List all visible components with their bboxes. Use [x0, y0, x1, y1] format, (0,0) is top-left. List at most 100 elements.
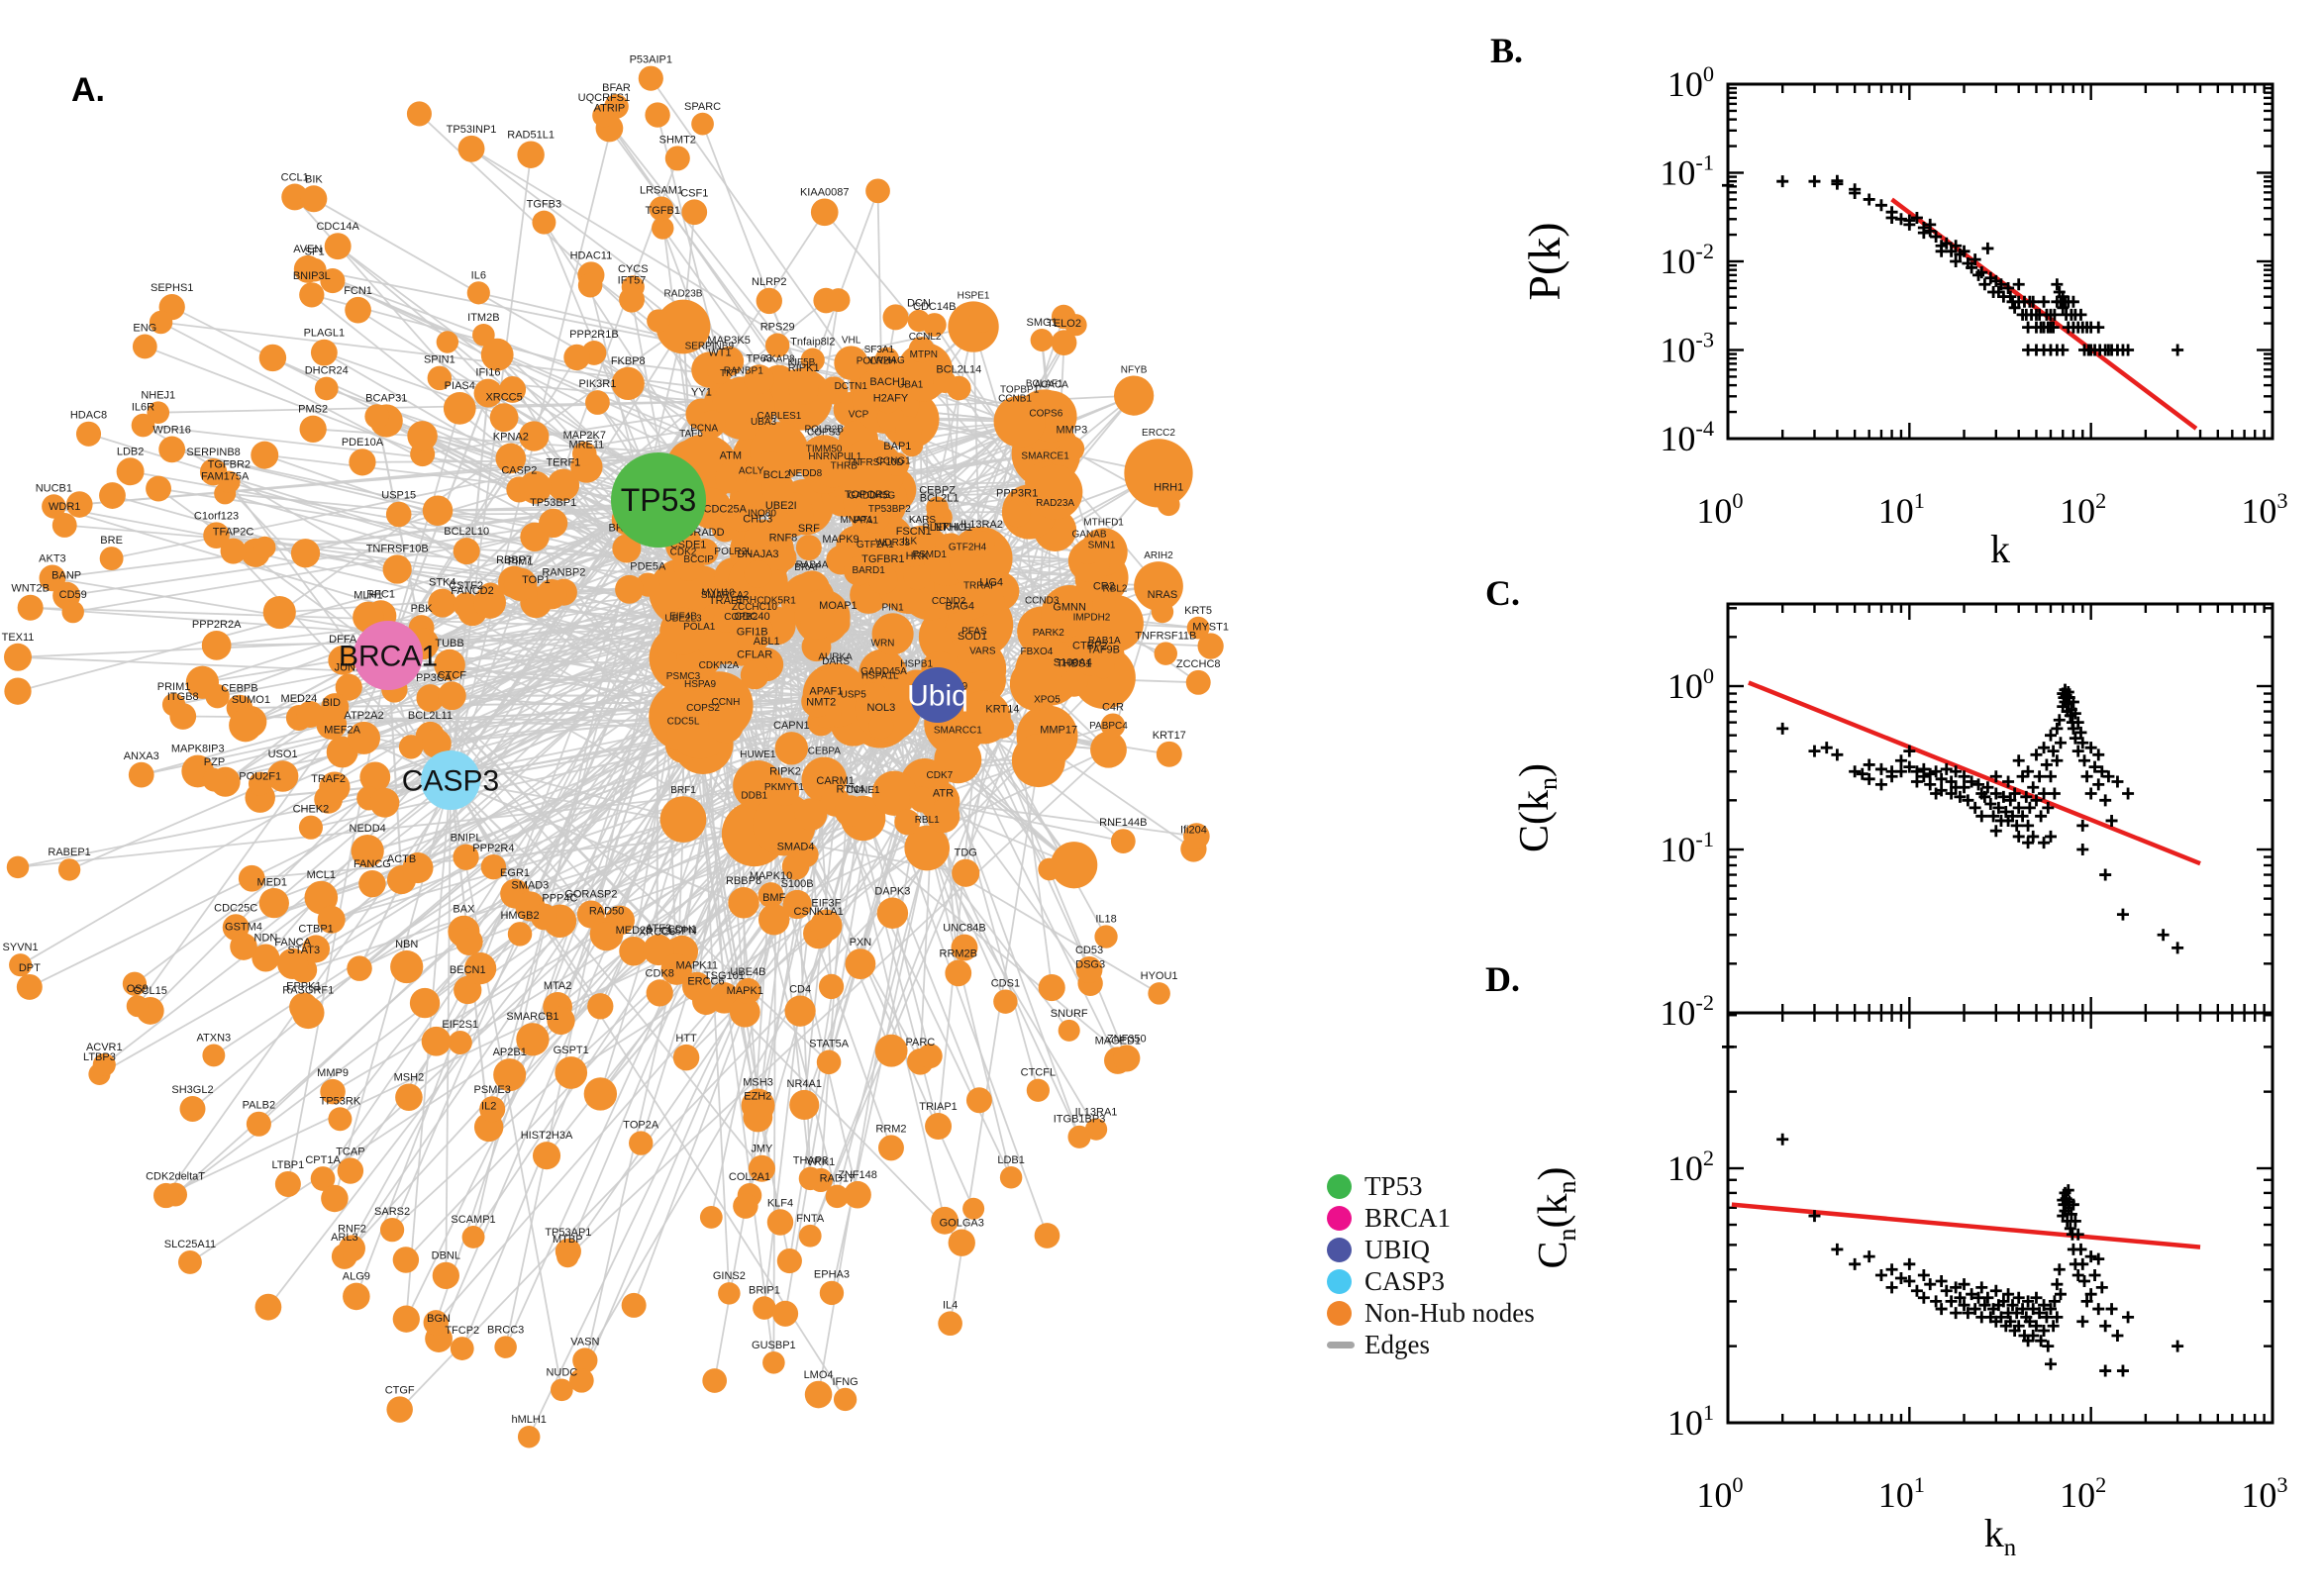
network-node-label: CYCS — [618, 263, 649, 275]
data-point — [2111, 1330, 2124, 1342]
network-node-label: SPARC — [684, 101, 721, 113]
network-node-label: HNRNPUL1 — [808, 451, 861, 462]
network-node-label: TGFB3 — [527, 199, 561, 211]
network-node — [1148, 982, 1170, 1005]
network-node-label: FSCN1 — [896, 526, 932, 538]
data-points — [1722, 174, 2184, 356]
network-node-label: MTPN — [910, 349, 938, 360]
network-node-label: CSF1 — [680, 187, 708, 199]
data-point — [2012, 801, 2025, 814]
data-point — [1831, 748, 1844, 761]
network-node-label: PCNA — [690, 424, 718, 435]
network-node-label: Ifi204 — [1180, 824, 1207, 836]
network-node-label: HDAC8 — [70, 410, 107, 422]
network-node-label: SMN1 — [1088, 540, 1116, 550]
network-node — [569, 1368, 594, 1393]
network-edge — [157, 487, 389, 656]
network-node-label: DCN — [907, 298, 931, 310]
non-hub-node-icon — [1327, 1300, 1352, 1326]
network-node — [681, 199, 708, 226]
network-node — [659, 607, 707, 655]
data-point — [1831, 177, 1844, 190]
network-node-label: IL13RA1 — [1075, 1106, 1118, 1118]
hub-label-brca1: BRCA1 — [339, 641, 438, 673]
network-node — [328, 645, 358, 675]
network-node-label: BGN — [427, 1313, 451, 1325]
network-node-label: GINS2 — [713, 1270, 746, 1282]
network-node — [443, 392, 476, 425]
network-edge — [650, 77, 853, 364]
fit-line — [1748, 680, 2201, 866]
network-node — [258, 344, 287, 372]
network-node-label: PPP3CA — [409, 672, 453, 684]
data-point — [1950, 765, 1963, 778]
network-node — [587, 993, 614, 1020]
network-node — [519, 421, 550, 451]
network-node-label: SMARCE1 — [1021, 451, 1069, 462]
plot-panel-c: 100 10-1 10-2 — [1660, 602, 2274, 1033]
network-node-label: RASGRF1 — [282, 985, 334, 997]
network-node — [800, 348, 825, 372]
data-point — [1894, 1271, 1907, 1284]
network-node-label: UBE2I — [765, 500, 797, 512]
data-point — [2033, 1307, 2046, 1320]
tick-label: 100 — [1696, 1472, 1743, 1515]
network-node-label: CCNH — [711, 697, 740, 708]
data-point — [1989, 1284, 2002, 1297]
network-node — [520, 522, 550, 551]
data-point — [2088, 760, 2101, 773]
data-point — [2092, 778, 2105, 791]
network-node — [1030, 328, 1054, 352]
network-node — [782, 889, 812, 920]
network-node-label: SARS2 — [374, 1206, 410, 1218]
network-node — [743, 1102, 773, 1133]
network-node — [320, 268, 346, 294]
network-node-label: CTCFL — [1021, 1067, 1056, 1079]
network-node-label: RBL1 — [915, 815, 940, 826]
network-node — [776, 1247, 802, 1274]
network-node-label: PMS2 — [298, 404, 328, 416]
network-node — [550, 1378, 573, 1402]
network-node-label: BMF — [762, 892, 786, 904]
data-point — [1975, 1281, 1988, 1294]
network-node-label: MYST1 — [1192, 621, 1229, 633]
network-node-label: PIAS4 — [445, 380, 475, 392]
data-point — [2111, 775, 2124, 788]
data-point — [2038, 787, 2051, 800]
network-node-label: CCNB1 — [998, 393, 1032, 404]
network-node — [965, 1087, 992, 1114]
data-point — [2047, 1320, 2060, 1333]
network-edge — [387, 356, 578, 656]
network-node-label: SOD1 — [958, 631, 987, 643]
network-node — [296, 700, 324, 729]
network-node — [51, 513, 77, 538]
network-node-label: VCP — [849, 409, 869, 420]
network-node — [406, 101, 432, 127]
network-node — [1051, 330, 1077, 355]
network-node — [926, 496, 949, 520]
network-node — [733, 1193, 758, 1219]
network-node — [434, 648, 465, 681]
network-node — [1074, 538, 1102, 564]
network-node — [664, 146, 690, 171]
network-node — [761, 471, 795, 505]
network-node-label: INO80 — [748, 509, 776, 520]
network-node-label: EGR1 — [500, 867, 530, 879]
network-node-label: PSMC3 — [666, 671, 701, 682]
network-node — [874, 1034, 908, 1067]
tick-label: 102 — [2060, 1472, 2106, 1515]
network-node-label: ILK — [902, 537, 917, 548]
network-node-label: VASN — [570, 1336, 599, 1347]
network-node — [238, 864, 265, 892]
network-node — [555, 1056, 588, 1089]
network-edge — [543, 222, 705, 469]
data-point — [1903, 218, 1916, 231]
data-point — [2084, 1288, 2097, 1301]
data-point — [1924, 225, 1937, 238]
data-point — [2057, 301, 2070, 314]
network-node-label: BACH1 — [869, 376, 906, 388]
network-node-label: MSH2 — [394, 1071, 425, 1083]
network-node — [645, 102, 670, 128]
network-node — [254, 1293, 282, 1321]
data-point — [2004, 794, 2017, 807]
